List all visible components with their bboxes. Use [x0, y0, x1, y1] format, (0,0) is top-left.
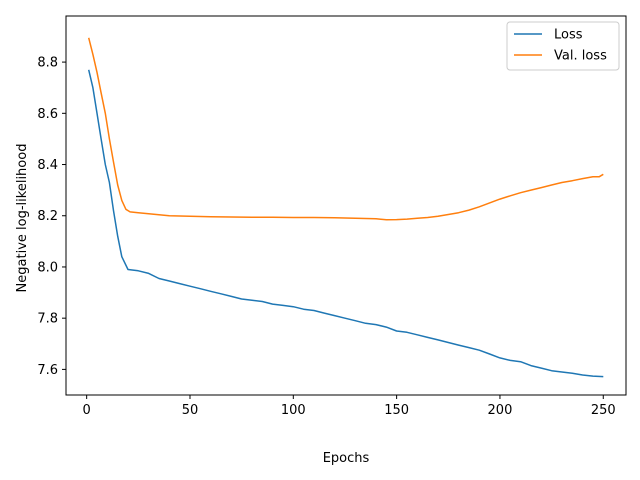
y-tick-label: 8.6 [37, 107, 58, 122]
y-tick-label: 8.0 [37, 260, 58, 275]
x-tick-label: 0 [83, 403, 91, 418]
series-line-1 [87, 37, 604, 221]
x-axis-label: Epochs [323, 451, 370, 466]
plot-area [87, 37, 604, 378]
y-tick-label: 8.8 [37, 56, 58, 71]
y-tick-label: 8.2 [37, 209, 58, 224]
x-tick-label: 250 [591, 403, 616, 418]
y-tick-label: 7.8 [37, 312, 58, 327]
x-tick-label: 200 [488, 403, 513, 418]
legend-label: Val. loss [554, 49, 607, 64]
y-axis-label: Negative log-likelihood [15, 144, 30, 293]
legend-label: Loss [554, 28, 583, 43]
x-axis: 0 50 100 150 200 250 [83, 395, 616, 418]
y-tick-label: 7.6 [37, 363, 58, 378]
y-tick-label: 8.4 [37, 158, 58, 173]
y-axis: 7.6 7.8 8.0 8.2 8.4 8.6 8.8 [37, 56, 66, 378]
series-line-0 [87, 69, 604, 378]
legend: Loss Val. loss [506, 21, 620, 71]
plot-frame [65, 15, 627, 396]
x-tick-label: 50 [182, 403, 199, 418]
x-tick-label: 100 [281, 403, 306, 418]
x-tick-label: 150 [384, 403, 409, 418]
